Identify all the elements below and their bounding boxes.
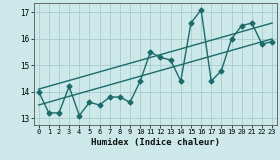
X-axis label: Humidex (Indice chaleur): Humidex (Indice chaleur) [91, 138, 220, 147]
